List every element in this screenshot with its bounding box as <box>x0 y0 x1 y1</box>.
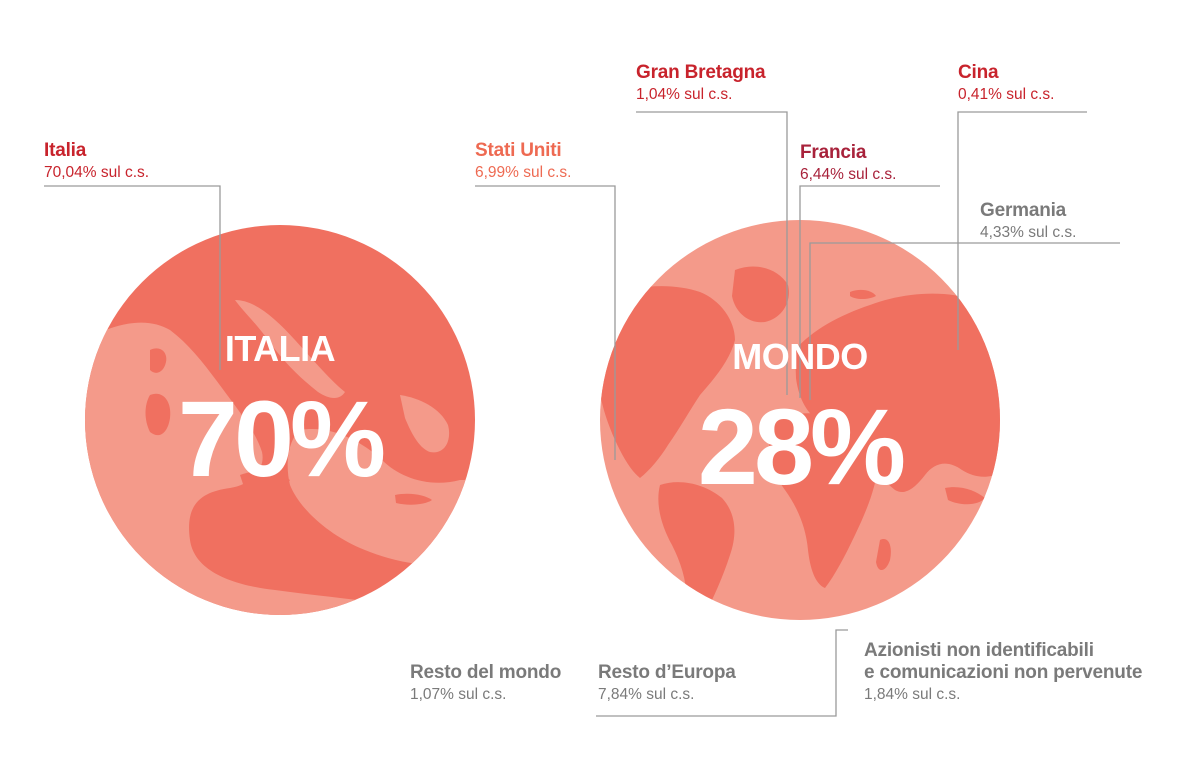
leader-resto-europa <box>596 629 848 717</box>
label-resto-mondo-value: 1,07% sul c.s. <box>410 685 507 703</box>
label-francia: Francia 6,44% sul c.s. <box>800 142 897 184</box>
label-stati-uniti-value: 6,99% sul c.s. <box>475 163 572 181</box>
leader-cina <box>957 111 1087 350</box>
label-resto-europa: Resto d’Europa 7,84% sul c.s. <box>598 662 736 704</box>
label-resto-mondo: Resto del mondo 1,07% sul c.s. <box>410 662 561 704</box>
mondo-title: MONDO <box>732 336 868 377</box>
label-resto-europa-name: Resto d’Europa <box>598 662 736 683</box>
label-stati-uniti: Stati Uniti 6,99% sul c.s. <box>475 140 572 182</box>
islands <box>145 348 432 505</box>
label-italia-value: 70,04% sul c.s. <box>44 163 150 181</box>
label-azionisti-name-line2: e comunicazioni non pervenute <box>864 661 1143 683</box>
mondo-percent: 28% <box>697 386 906 507</box>
label-italia: Italia 70,04% sul c.s. <box>44 140 149 182</box>
italia-title: ITALIA <box>224 328 336 369</box>
italia-percent: 70% <box>177 378 386 499</box>
leader-germania <box>809 242 1120 400</box>
label-azionisti: Azionisti non identificabili e comunicaz… <box>864 640 1142 704</box>
label-cina: Cina 0,41% sul c.s. <box>958 62 1055 104</box>
label-resto-europa-value: 7,84% sul c.s. <box>598 685 695 703</box>
leader-italia <box>44 185 221 370</box>
label-gran-bretagna: Gran Bretagna 1,04% sul c.s. <box>636 62 766 104</box>
leader-gran-bretagna <box>636 111 788 395</box>
label-cina-name: Cina <box>958 62 999 83</box>
leader-lines <box>44 111 1120 717</box>
label-gran-bretagna-name: Gran Bretagna <box>636 62 766 83</box>
label-azionisti-name-line1: Azionisti non identificabili <box>864 640 1094 661</box>
label-resto-mondo-name: Resto del mondo <box>410 662 562 683</box>
label-stati-uniti-name: Stati Uniti <box>475 140 562 161</box>
label-francia-value: 6,44% sul c.s. <box>800 165 897 183</box>
label-gran-bretagna-value: 1,04% sul c.s. <box>636 85 733 103</box>
label-francia-name: Francia <box>800 142 867 163</box>
label-italia-name: Italia <box>44 140 87 161</box>
leader-stati-uniti <box>475 185 616 460</box>
label-cina-value: 0,41% sul c.s. <box>958 85 1055 103</box>
label-azionisti-value: 1,84% sul c.s. <box>864 685 961 703</box>
label-germania-value: 4,33% sul c.s. <box>980 223 1077 241</box>
label-germania: Germania 4,33% sul c.s. <box>980 200 1077 242</box>
label-germania-name: Germania <box>980 200 1067 221</box>
leader-francia <box>799 185 940 398</box>
